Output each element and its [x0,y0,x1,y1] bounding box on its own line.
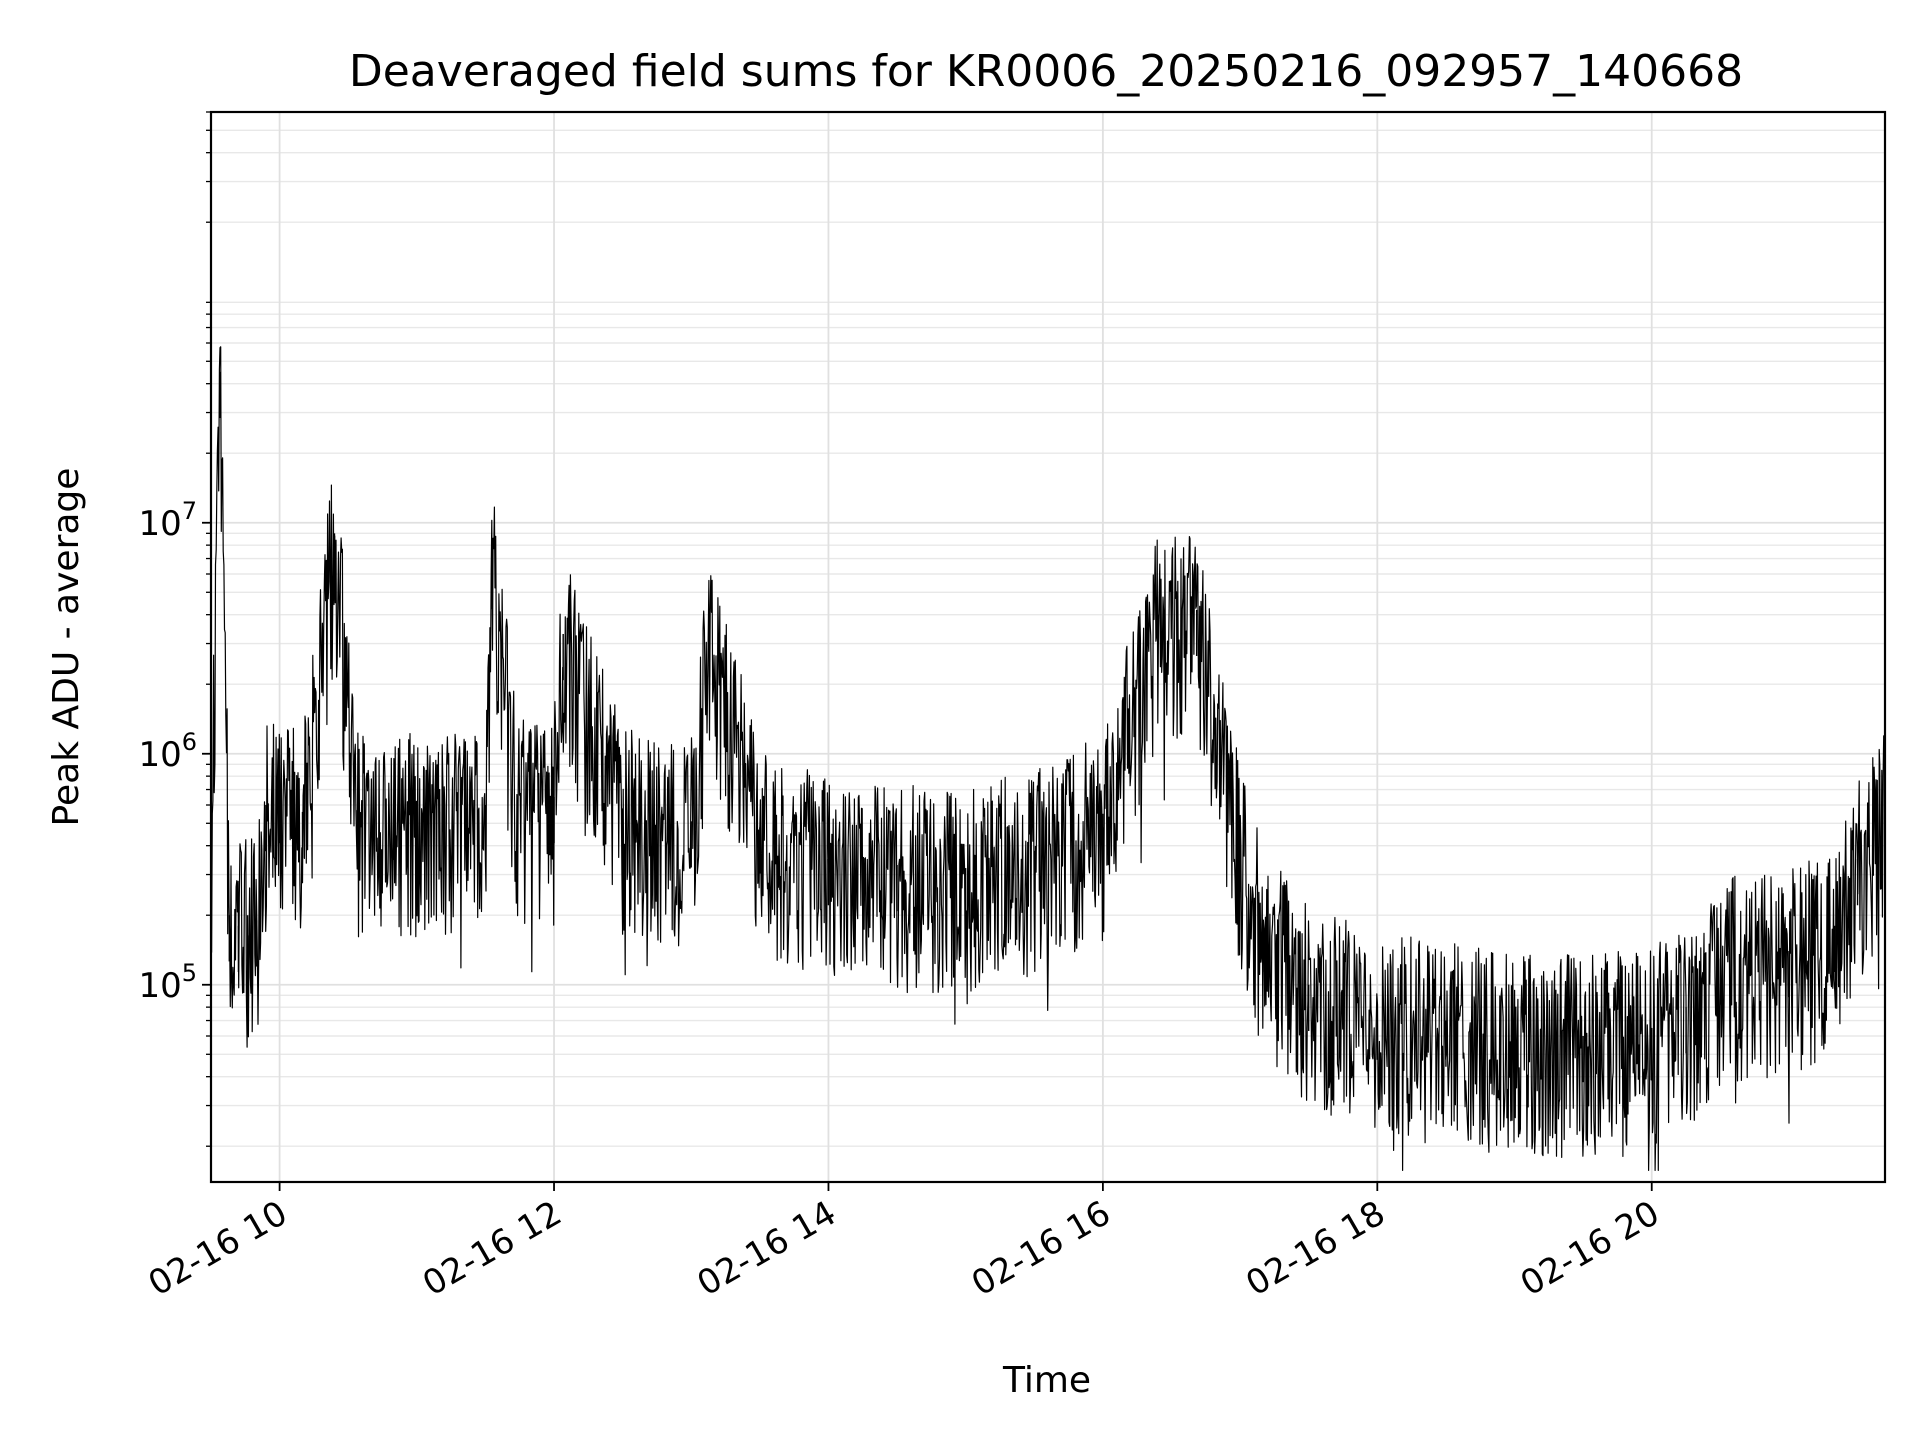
y-tick-label-exponent: 7 [182,497,197,525]
y-tick-label: 106 [138,728,197,775]
y-tick-label-base: 10 [138,735,181,775]
y-tick-label-exponent: 6 [182,728,197,756]
y-axis-label: Peak ADU - average [46,468,87,827]
plot-frame [209,110,1887,1184]
y-tick-label: 107 [138,497,197,544]
y-tick-label-base: 10 [138,504,181,544]
y-tick-label-exponent: 5 [182,959,197,987]
series-line [210,346,1886,1171]
x-axis-label: Time [1002,1360,1091,1401]
y-tick-label: 105 [138,959,197,1006]
chart-title: Deaveraged field sums for KR0006_2025021… [349,46,1743,97]
y-tick-label-base: 10 [138,966,181,1006]
